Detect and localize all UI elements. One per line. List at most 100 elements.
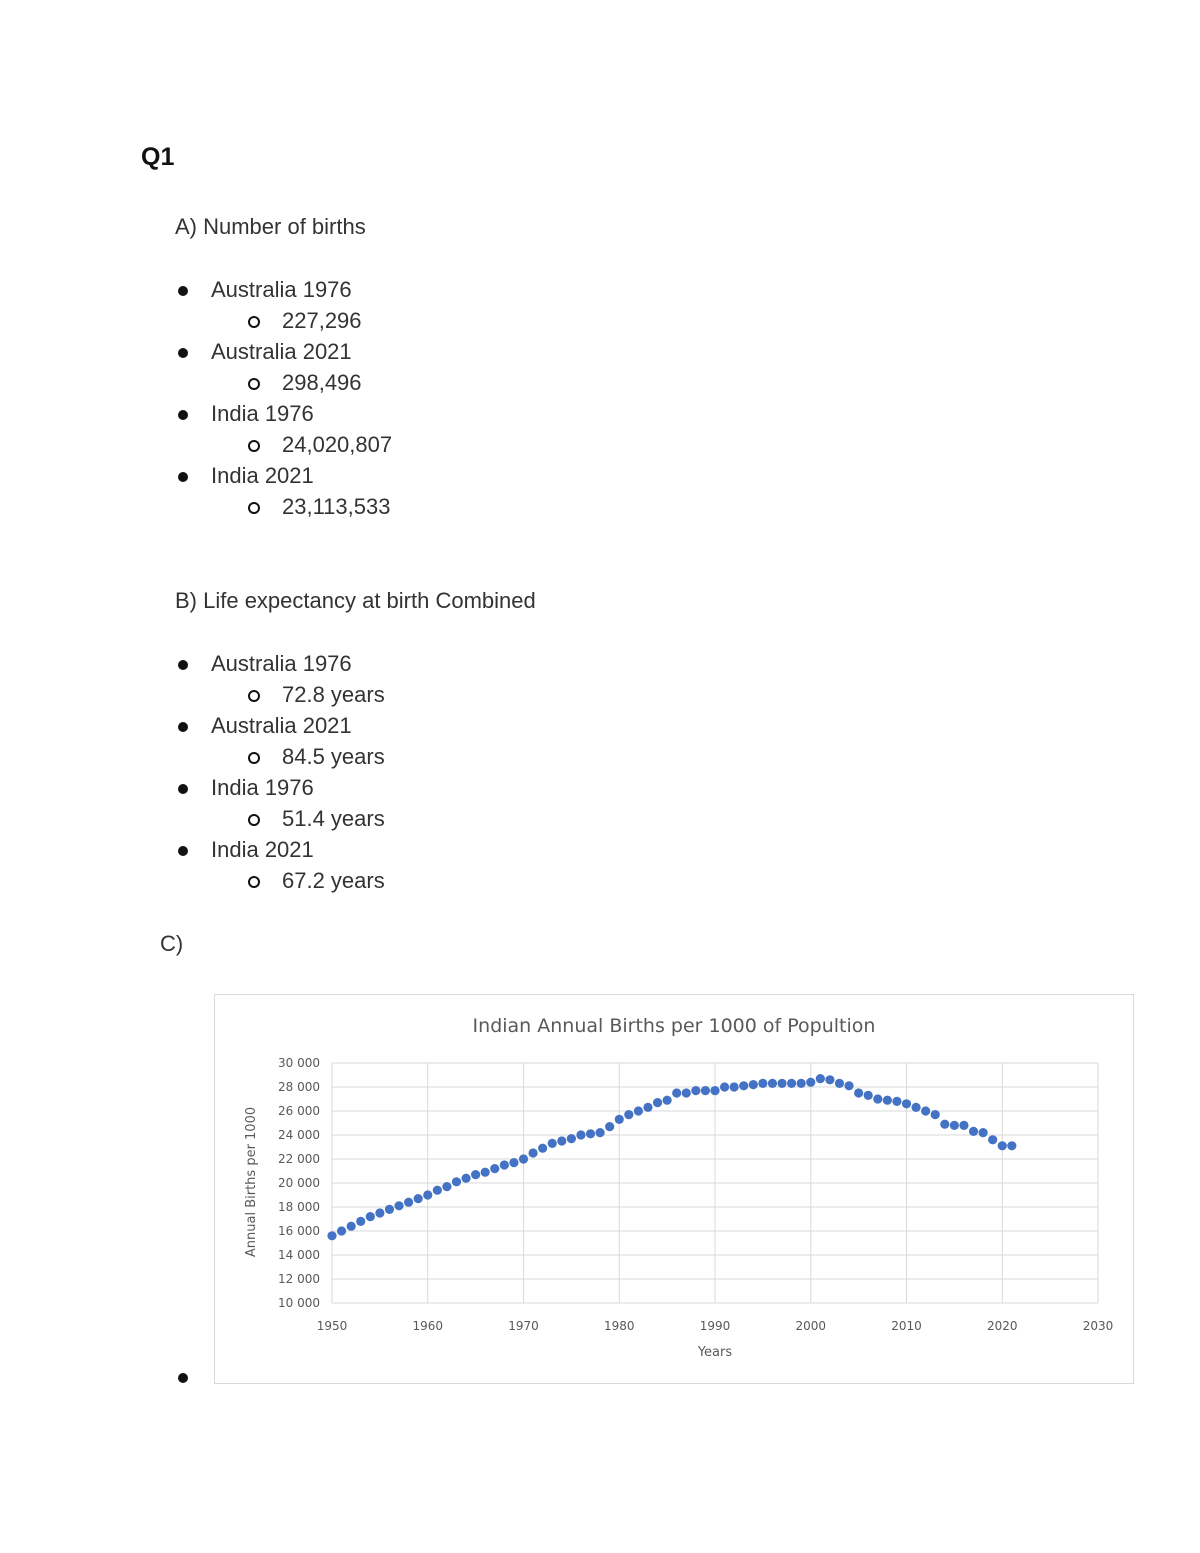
y-tick-label: 30 000 xyxy=(278,1056,320,1070)
data-point xyxy=(461,1173,471,1183)
circle-bullet-icon xyxy=(248,690,260,702)
scatter-chart: Indian Annual Births per 1000 of Populti… xyxy=(244,1015,1114,1360)
data-point xyxy=(557,1136,567,1146)
bullet-icon xyxy=(178,722,188,732)
circle-bullet-icon xyxy=(248,814,260,826)
chart-container: Indian Annual Births per 1000 of Populti… xyxy=(214,994,1134,1384)
data-point xyxy=(787,1078,797,1088)
data-point xyxy=(834,1078,845,1088)
data-point xyxy=(767,1078,778,1088)
data-point xyxy=(605,1122,615,1132)
list-item-label: Australia 2021 xyxy=(211,339,352,364)
data-point xyxy=(700,1086,711,1096)
y-axis-label: Annual Births per 1000 xyxy=(244,1107,259,1257)
y-tick-label: 10 000 xyxy=(278,1296,320,1310)
data-point xyxy=(1007,1141,1017,1151)
data-point xyxy=(997,1141,1007,1151)
data-point xyxy=(336,1226,347,1236)
circle-bullet-icon xyxy=(248,876,260,888)
data-point xyxy=(949,1120,959,1130)
data-point xyxy=(499,1160,509,1170)
x-axis-label: Years xyxy=(697,1345,733,1360)
data-point xyxy=(777,1078,787,1088)
data-point xyxy=(643,1102,653,1112)
x-tick-labels: 1950 1960 1970 1980 1990 2000 2010 2020 2030 xyxy=(317,1319,1114,1333)
list-subitem-value: 24,020,807 xyxy=(282,432,393,457)
chart-title: Indian Annual Births per 1000 of Populti… xyxy=(473,1015,876,1037)
bullet-icon xyxy=(178,784,188,794)
list-subitem-value: 51.4 years xyxy=(282,806,385,831)
y-tick-label: 12 000 xyxy=(278,1272,320,1286)
y-tick-label: 24 000 xyxy=(278,1128,320,1142)
data-point xyxy=(691,1086,701,1096)
data-point xyxy=(978,1128,988,1138)
data-point xyxy=(384,1204,395,1214)
data-point xyxy=(882,1095,892,1105)
data-point xyxy=(538,1143,548,1153)
list-item-label: Australia 1976 xyxy=(211,277,352,302)
bullet-icon xyxy=(178,348,188,358)
data-point xyxy=(739,1081,749,1091)
data-point xyxy=(968,1126,979,1136)
data-point xyxy=(940,1119,950,1129)
data-point xyxy=(825,1075,835,1085)
circle-bullet-icon xyxy=(248,440,260,452)
data-point xyxy=(595,1128,605,1138)
x-tick-label: 2000 xyxy=(795,1319,826,1333)
list-item-label: India 2021 xyxy=(211,463,314,488)
list-item-label: India 1976 xyxy=(211,401,314,426)
data-point xyxy=(423,1190,433,1200)
x-tick-label: 2020 xyxy=(987,1319,1018,1333)
circle-bullet-icon xyxy=(248,502,260,514)
x-tick-label: 1970 xyxy=(508,1319,539,1333)
y-tick-label: 26 000 xyxy=(278,1104,320,1118)
data-point xyxy=(633,1106,643,1116)
data-point xyxy=(394,1201,404,1211)
data-point xyxy=(815,1074,825,1084)
y-tick-label: 14 000 xyxy=(278,1248,320,1262)
x-tick-label: 1950 xyxy=(317,1319,348,1333)
bullet-icon xyxy=(178,846,188,856)
data-point xyxy=(365,1212,375,1222)
y-tick-label: 16 000 xyxy=(278,1224,320,1238)
data-point xyxy=(547,1138,557,1148)
section-a-label: A) Number of births xyxy=(175,214,366,239)
data-point xyxy=(490,1164,500,1174)
list-item-label: Australia 2021 xyxy=(211,713,352,738)
data-point xyxy=(442,1182,452,1192)
data-point xyxy=(748,1080,758,1090)
data-point xyxy=(375,1208,385,1218)
data-point xyxy=(652,1098,663,1108)
bullet-icon xyxy=(178,410,188,420)
data-point xyxy=(413,1194,423,1204)
data-point xyxy=(614,1114,624,1124)
data-point xyxy=(518,1154,529,1164)
y-tick-label: 18 000 xyxy=(278,1200,320,1214)
list-subitem-value: 227,296 xyxy=(282,308,362,333)
data-point xyxy=(672,1088,682,1098)
data-point xyxy=(509,1158,519,1168)
data-point xyxy=(327,1231,337,1241)
data-point xyxy=(432,1185,442,1195)
data-point xyxy=(796,1078,806,1088)
data-point xyxy=(576,1130,586,1140)
list-subitem-value: 23,113,533 xyxy=(282,494,391,519)
section-c-label: C) xyxy=(160,931,184,956)
data-point xyxy=(930,1110,940,1120)
list-item-label: India 2021 xyxy=(211,837,314,862)
data-point xyxy=(528,1148,538,1158)
bullet-icon xyxy=(178,472,188,482)
data-point xyxy=(854,1088,864,1098)
data-point xyxy=(404,1197,414,1207)
y-tick-label: 28 000 xyxy=(278,1080,320,1094)
data-point xyxy=(959,1120,969,1130)
y-tick-label: 20 000 xyxy=(278,1176,320,1190)
y-tick-labels: 30 000 28 000 26 000 24 000 22 000 20 000 18 0… xyxy=(278,1056,320,1310)
data-point xyxy=(480,1167,490,1177)
data-point xyxy=(892,1096,902,1106)
y-tick-label: 22 000 xyxy=(278,1152,320,1166)
list-subitem-value: 84.5 years xyxy=(282,744,385,769)
list-item-label: Australia 1976 xyxy=(211,651,352,676)
x-tick-label: 2010 xyxy=(891,1319,922,1333)
bullet-icon xyxy=(178,286,188,296)
